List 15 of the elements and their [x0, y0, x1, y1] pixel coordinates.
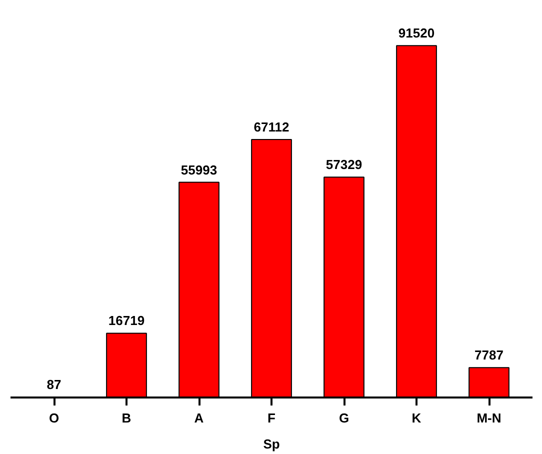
x-tick-label: A — [194, 410, 204, 426]
x-tick-label: B — [122, 410, 132, 426]
x-axis-title: Sp — [263, 436, 280, 452]
data-label: 16719 — [108, 313, 145, 328]
x-tick-label: G — [338, 410, 350, 426]
x-tick-label: F — [268, 410, 276, 426]
x-tick-label: O — [48, 410, 60, 426]
data-label: 91520 — [398, 26, 435, 41]
data-label: 67112 — [254, 120, 290, 135]
x-tick-label: K — [412, 410, 422, 426]
data-label: 57329 — [326, 157, 362, 172]
data-label: 7787 — [474, 348, 504, 363]
x-tick-label: M-N — [476, 410, 502, 426]
data-label: 55993 — [180, 162, 218, 178]
data-label: 87 — [46, 377, 62, 392]
